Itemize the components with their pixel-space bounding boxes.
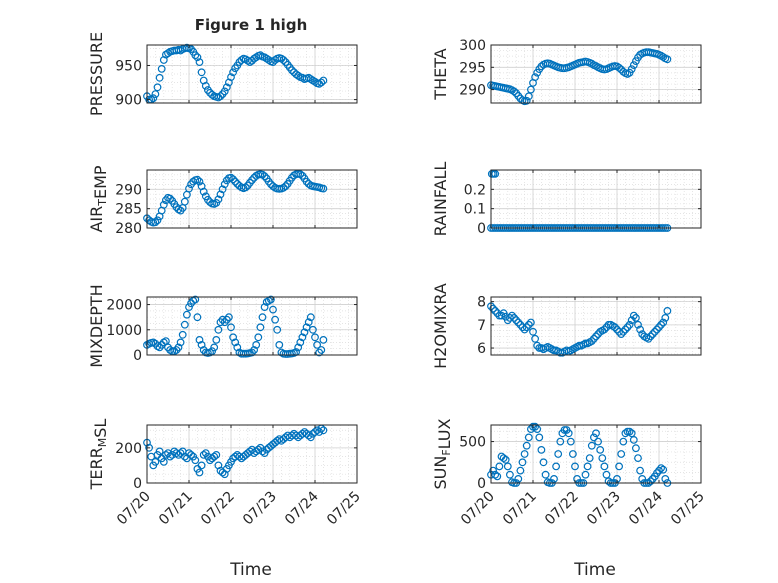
- y-tick-label: 300: [459, 38, 486, 54]
- y-tick-label: 1000: [106, 323, 142, 339]
- y-axis-label-part: TERR: [87, 447, 106, 490]
- y-axis-label-part: H2OMIXRA: [431, 283, 450, 369]
- plot-area: [491, 297, 701, 355]
- y-axis-label-part: RAINFALL: [431, 162, 450, 237]
- y-tick-label: 8: [477, 295, 486, 311]
- plot-area: [147, 297, 357, 355]
- y-axis-label: THETA: [431, 48, 450, 100]
- y-tick-label: 500: [459, 435, 486, 451]
- y-tick-label: 2000: [106, 298, 142, 314]
- x-axis-label-left: Time: [229, 560, 272, 580]
- y-axis-label-part: SL: [91, 419, 110, 438]
- y-tick-label: 0: [477, 221, 486, 237]
- y-tick-label: 0: [133, 476, 142, 492]
- y-axis-label-subscript: M: [96, 438, 109, 448]
- y-tick-label: 0.1: [464, 202, 486, 218]
- y-axis-label: PRESSURE: [87, 32, 106, 116]
- figure-title: Figure 1 high: [195, 16, 308, 34]
- figure-canvas: Figure 1 high Time Time 900 950 PRESSURE 29…: [0, 0, 778, 583]
- y-tick-label: 280: [115, 221, 142, 237]
- y-tick-label: 295: [459, 60, 486, 76]
- y-axis-label-part: LUX: [435, 418, 454, 449]
- plot-area: [491, 45, 701, 103]
- y-tick-label: 950: [115, 58, 142, 74]
- y-tick-label: 0.2: [464, 182, 486, 198]
- y-axis-label: RAINFALL: [431, 162, 450, 237]
- plot-area: [491, 425, 701, 483]
- y-tick-label: 290: [115, 182, 142, 198]
- y-axis-label: H2OMIXRA: [431, 283, 450, 369]
- y-tick-label: 285: [115, 202, 142, 218]
- y-axis-label-part: SUN: [431, 456, 450, 490]
- y-axis-label: MIXDEPTH: [87, 284, 106, 367]
- y-axis-label-part: EMP: [91, 165, 110, 199]
- y-axis-label-part: PRESSURE: [87, 32, 106, 116]
- y-tick-label: 0: [133, 348, 142, 364]
- y-tick-label: 200: [115, 441, 142, 457]
- y-axis-label-part: AIR: [87, 206, 106, 233]
- x-axis-label-right: Time: [573, 560, 616, 580]
- y-tick-label: 7: [477, 318, 486, 334]
- y-axis-label-part: MIXDEPTH: [87, 284, 106, 367]
- y-tick-label: 6: [477, 341, 486, 357]
- y-axis-label-part: THETA: [431, 48, 450, 100]
- subplot-2: 290 295 300 THETA: [431, 38, 701, 104]
- y-tick-label: 0: [477, 476, 486, 492]
- y-tick-label: 290: [459, 83, 486, 99]
- y-tick-label: 900: [115, 93, 142, 109]
